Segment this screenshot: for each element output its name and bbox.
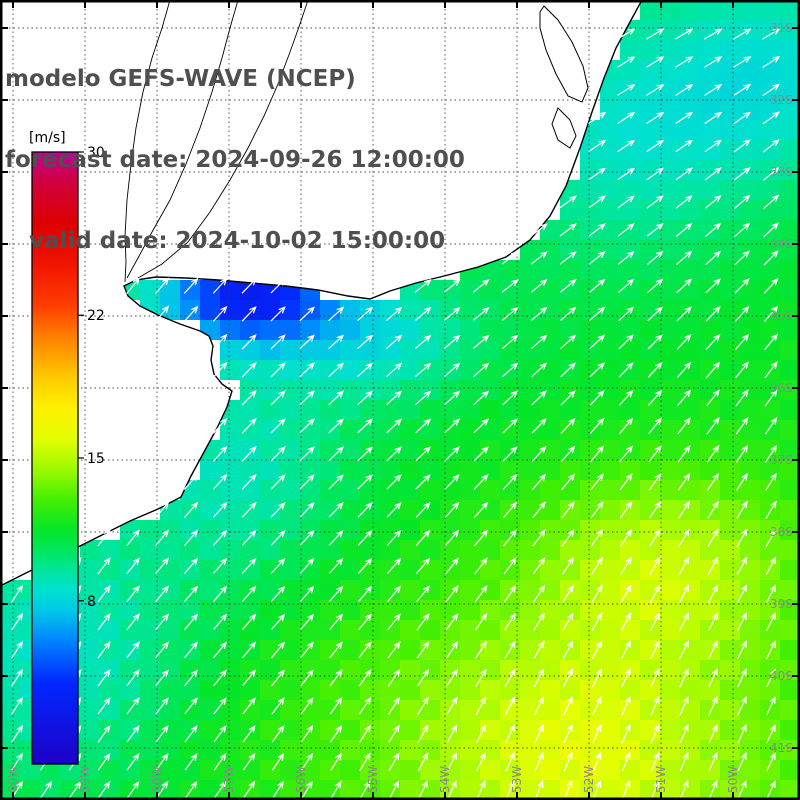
longitude-label: 60W xyxy=(6,766,20,793)
latitude-label: 40S xyxy=(770,669,793,683)
longitude-label: 55W xyxy=(366,766,380,793)
model-name: modelo GEFS-WAVE (NCEP) xyxy=(5,66,356,92)
latitude-label: 32S xyxy=(770,93,793,107)
river-line xyxy=(137,0,309,279)
longitude-label: 56W xyxy=(294,766,308,793)
lagoon-outline xyxy=(539,5,589,103)
longitude-label: 54W xyxy=(438,766,452,793)
colorbar-tick-label: 30 xyxy=(87,145,105,161)
colorbar-tick-label: 15 xyxy=(87,451,105,467)
latitude-label: 41S xyxy=(770,741,793,755)
latitude-label: 31S xyxy=(770,21,793,35)
longitude-label: 57W xyxy=(222,766,236,793)
latitude-label: 38S xyxy=(770,525,793,539)
valid-date: valid date: 2024-10-02 15:00:00 xyxy=(5,228,446,254)
longitude-label: 52W xyxy=(582,766,596,793)
map-title-block: modelo GEFS-WAVE (NCEP) forecast date: 2… xyxy=(5,12,465,309)
longitude-label: 50W xyxy=(726,766,740,793)
colorbar-tick-label: 8 xyxy=(87,594,96,610)
colorbar: [m/s] 30 22 15 8 xyxy=(29,130,105,765)
land-mass xyxy=(0,0,642,586)
forecast-date: forecast date: 2024-09-26 12:00:00 xyxy=(5,147,465,173)
lagoon-outline xyxy=(551,107,577,149)
longitude-label: 53W xyxy=(510,766,524,793)
river-line xyxy=(126,0,239,279)
wind-direction-arrows xyxy=(11,28,781,800)
longitude-label: 59W xyxy=(78,766,92,793)
longitude-label: 51W xyxy=(654,766,668,793)
river-line xyxy=(124,0,171,283)
colorbar-unit-label: [m/s] xyxy=(29,130,66,146)
latitude-label: 39S xyxy=(770,597,793,611)
axis-labels: 31S 32S 33S 34S 35S 36S 37S 38S 39S 40S 41S 60W 59W 5… xyxy=(6,21,793,793)
latitude-label: 33S xyxy=(770,165,793,179)
longitude-label: 58W xyxy=(150,766,164,793)
coastline xyxy=(0,0,643,587)
latitude-label: 34S xyxy=(770,237,793,251)
latitude-label: 36S xyxy=(770,381,793,395)
latitude-label: 35S xyxy=(770,309,793,323)
colorbar-tick-label: 22 xyxy=(87,308,105,324)
latitude-label: 37S xyxy=(770,453,793,467)
